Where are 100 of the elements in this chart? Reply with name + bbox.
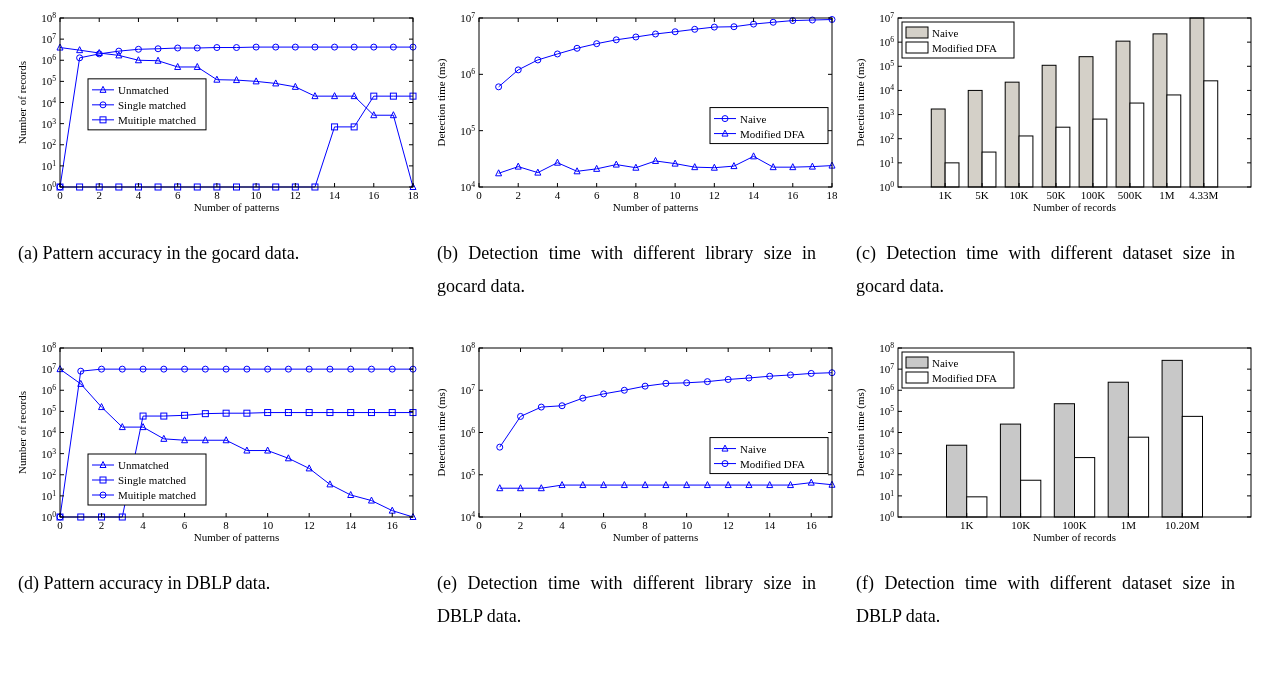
y-tick-label: 10$^{4}$	[879, 82, 895, 97]
text: (f) Detection time with different dataset size in DBLP data.	[855, 572, 1236, 628]
y-tick-label: 10$^{6}$	[879, 382, 895, 397]
point	[350, 92, 358, 100]
y-tick-label: 10$^{6}$	[41, 52, 57, 67]
point	[409, 409, 417, 417]
legend-label: Unmatched	[118, 83, 170, 96]
point	[160, 412, 168, 420]
point	[671, 28, 679, 36]
y-axis-title: Detection time (ms)	[854, 58, 867, 147]
point	[370, 111, 378, 119]
point	[389, 92, 397, 100]
point	[579, 394, 587, 402]
point	[284, 409, 292, 417]
x-tick-label: 100K	[1062, 519, 1087, 531]
point	[367, 496, 375, 504]
y-tick-label: 10$^{7}$	[879, 10, 895, 24]
x-tick-label: 500K	[1117, 189, 1143, 201]
x-tick-label: 1K	[938, 189, 952, 201]
x-tick-label: 2	[517, 519, 524, 531]
y-tick-label: 10$^{7}$	[460, 10, 476, 24]
x-tick-label: 4	[140, 519, 147, 531]
x-tick-label: 16	[386, 519, 399, 531]
point	[745, 481, 753, 489]
y-tick-label: 10$^{8}$	[460, 340, 476, 354]
point	[76, 54, 84, 62]
point	[573, 167, 581, 175]
point	[347, 409, 355, 417]
legend-label: Naive	[740, 112, 767, 125]
point	[291, 82, 299, 90]
y-tick-label: 10$^{3}$	[41, 446, 57, 460]
x-tick-label: 8	[214, 189, 221, 201]
point	[243, 365, 251, 373]
point	[786, 371, 794, 379]
point	[769, 18, 777, 26]
x-tick-label: 16	[805, 519, 818, 531]
y-tick-label: 10$^{6}$	[460, 425, 476, 439]
point	[347, 491, 355, 498]
point	[389, 111, 397, 119]
y-tick-label: 10$^{1}$	[41, 488, 57, 502]
point	[233, 183, 240, 191]
point	[370, 43, 378, 51]
y-tick-label: 10$^{7}$	[41, 361, 57, 376]
x-axis-title: Number of patterns	[612, 201, 699, 213]
point	[139, 423, 147, 431]
x-tick-label: 6	[593, 189, 600, 201]
point	[350, 123, 358, 131]
y-tick-label: 10$^{7}$	[460, 382, 476, 397]
x-tick-label: 12	[303, 519, 315, 531]
point	[632, 33, 640, 41]
x-tick-label: 0	[57, 189, 64, 201]
legend-label: Muitiple matched	[118, 113, 197, 126]
point	[174, 62, 182, 70]
point	[331, 92, 339, 100]
point	[388, 365, 396, 373]
point	[272, 43, 280, 51]
point	[305, 365, 313, 373]
x-axis-title: Number of records	[1032, 201, 1117, 213]
point	[808, 16, 816, 24]
point	[213, 44, 221, 52]
point	[641, 382, 649, 390]
point	[350, 43, 358, 51]
point	[139, 365, 147, 373]
point	[558, 481, 566, 489]
point	[710, 163, 718, 171]
point	[56, 43, 64, 51]
point	[808, 162, 816, 170]
y-tick-label: 10$^{8}$	[41, 10, 57, 24]
y-tick-label: 10$^{0}$	[879, 179, 895, 193]
legend-label: Modified DFA	[932, 42, 997, 54]
point	[409, 43, 417, 51]
point	[367, 365, 375, 373]
point	[139, 412, 147, 420]
legend-label: Naive	[932, 357, 959, 369]
x-tick-label: 10.20M	[1165, 519, 1200, 531]
point	[222, 365, 230, 373]
point	[534, 56, 542, 64]
y-tick-label: 10$^{0}$	[41, 179, 57, 193]
legend-label: Single matched	[118, 98, 187, 111]
point	[311, 183, 319, 191]
y-tick-label: 10$^{2}$	[879, 467, 895, 481]
x-tick-label: 4	[135, 189, 142, 201]
point	[326, 365, 334, 373]
point	[154, 45, 162, 53]
y-tick-label: 10$^{1}$	[879, 488, 895, 502]
y-tick-label: 10$^{5}$	[879, 403, 895, 418]
x-tick-label: 0	[476, 519, 483, 531]
y-axis-title: Detection time (ms)	[435, 58, 448, 147]
point	[745, 374, 753, 382]
point	[766, 481, 774, 489]
y-tick-label: 10$^{4}$	[460, 179, 476, 193]
legend-label: Modified DFA	[932, 372, 997, 384]
point	[612, 160, 620, 168]
point	[201, 410, 209, 418]
point	[115, 51, 123, 59]
point	[662, 379, 670, 387]
point	[243, 409, 251, 417]
point	[514, 162, 522, 170]
point	[724, 481, 732, 489]
point	[620, 481, 628, 489]
